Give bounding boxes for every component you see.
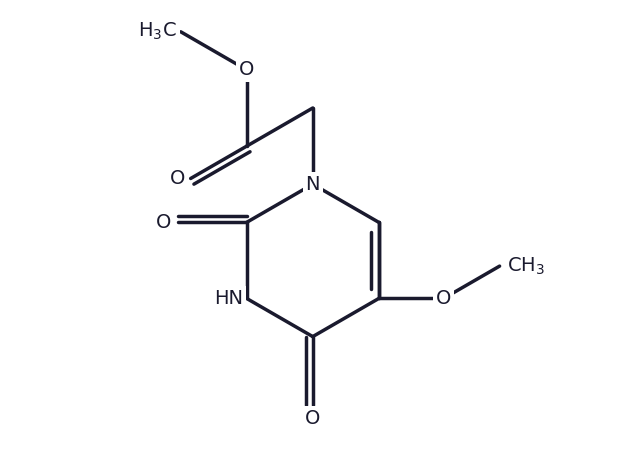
Text: N: N [305,175,320,194]
Text: H$_3$C: H$_3$C [138,21,177,42]
Text: O: O [239,61,255,79]
Text: HN: HN [214,289,243,308]
Text: O: O [436,289,451,308]
Text: O: O [305,409,321,428]
Text: O: O [170,169,185,188]
Text: CH$_3$: CH$_3$ [507,256,545,277]
Text: O: O [156,213,171,232]
